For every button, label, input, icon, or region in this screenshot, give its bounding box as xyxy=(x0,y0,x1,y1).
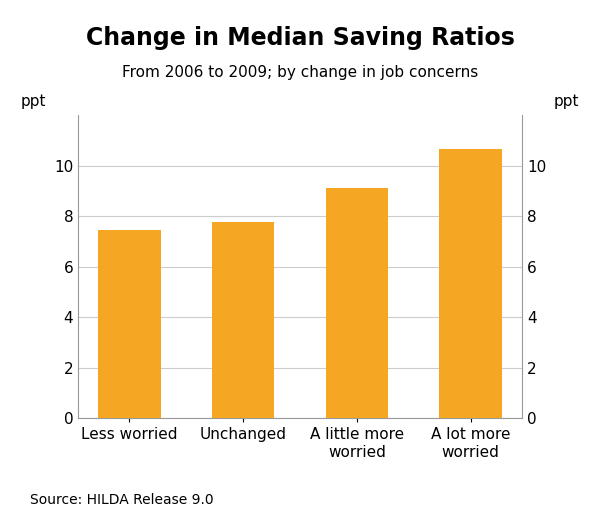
Text: ppt: ppt xyxy=(21,94,46,109)
Bar xyxy=(212,222,274,418)
Text: ppt: ppt xyxy=(554,94,579,109)
Text: From 2006 to 2009; by change in job concerns: From 2006 to 2009; by change in job conc… xyxy=(122,65,478,81)
Bar xyxy=(98,230,161,418)
Text: Source: HILDA Release 9.0: Source: HILDA Release 9.0 xyxy=(30,493,214,507)
Bar xyxy=(439,149,502,418)
Bar xyxy=(326,188,388,418)
Text: Change in Median Saving Ratios: Change in Median Saving Ratios xyxy=(86,26,514,50)
